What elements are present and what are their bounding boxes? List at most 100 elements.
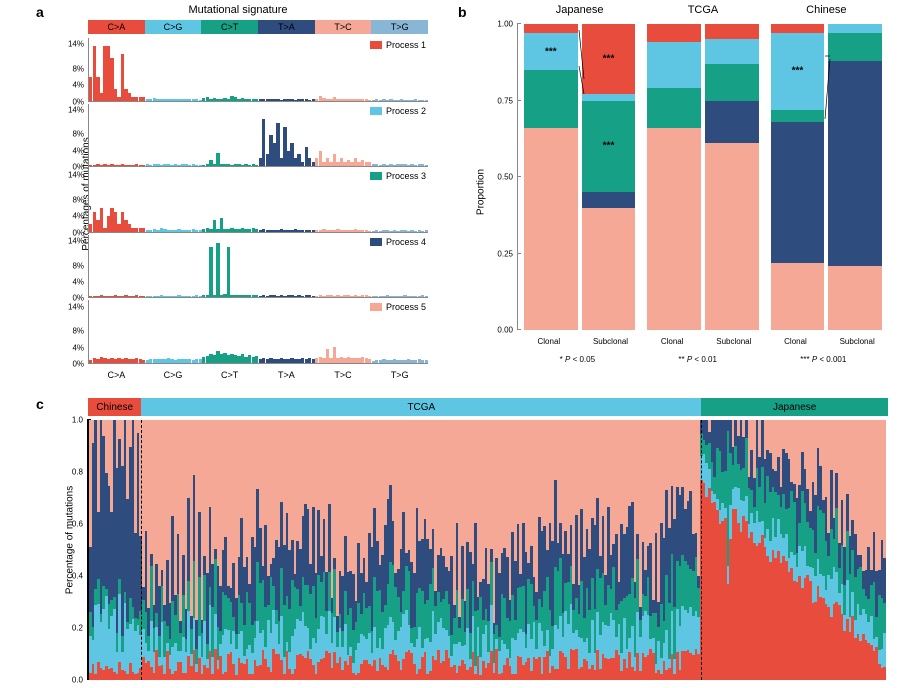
sig-type-C>G: C>G (145, 20, 202, 34)
stackbar-subclonal (828, 24, 882, 330)
stack-segment (828, 266, 882, 330)
stack-segment (524, 24, 578, 33)
sig-type-T>C: T>C (315, 20, 372, 34)
signature-header: C>AC>GC>TT>AT>CT>G (88, 20, 428, 34)
legend-label: Process 1 (386, 40, 426, 50)
cohort-group (641, 24, 764, 330)
ytick: 0.8 (72, 468, 83, 477)
stack-segment (828, 61, 882, 266)
panel-b-axis: 0.000.250.500.751.00 (500, 24, 518, 330)
sample-column (883, 420, 886, 680)
xtick-label: Clonal (765, 337, 827, 346)
stack-segment (771, 24, 825, 33)
panel-c-axis: 0.00.20.40.60.81.0 (70, 420, 88, 680)
cohort-header-japanese: Japanese (701, 398, 888, 416)
stack-segment: *** (582, 101, 636, 193)
xtick-label: Clonal (518, 337, 580, 346)
ytick: 14% (68, 302, 84, 311)
legend-label: Process 2 (386, 106, 426, 116)
ytick: 0.4 (72, 572, 83, 581)
panel-c-plot (88, 420, 888, 680)
stack-segment (705, 24, 759, 39)
ytick: 1.0 (72, 416, 83, 425)
ytick: 14% (68, 171, 84, 180)
sig-bar (425, 230, 428, 232)
stack-segment (524, 70, 578, 128)
process-legend: Process 3 (370, 171, 426, 181)
cohort-group: *** (765, 24, 888, 330)
sig-bar (425, 100, 428, 101)
ytick: 0% (72, 359, 84, 368)
cohort-title: Japanese (518, 4, 641, 20)
ytick: 14% (68, 236, 84, 245)
stack-segment (771, 110, 825, 122)
legend-label: Process 5 (386, 302, 426, 312)
stack-segment (582, 208, 636, 330)
ytick: 4% (72, 212, 84, 221)
stack-segment (705, 39, 759, 63)
sig-annotation: *** (603, 141, 615, 152)
cohort-header-chinese: Chinese (88, 398, 141, 416)
process-legend: Process 4 (370, 237, 426, 247)
stack-segment (771, 263, 825, 330)
stack-segment (647, 88, 701, 128)
sig-bar (425, 360, 428, 363)
footer-sig-label: T>A (258, 370, 315, 380)
footer-sig-label: T>G (371, 370, 428, 380)
stack-segment: *** (771, 33, 825, 110)
footer-sig-label: C>T (201, 370, 258, 380)
pval-label: *** P < 0.001 (800, 355, 846, 364)
ytick: 8% (72, 195, 84, 204)
ytick: 0.6 (72, 520, 83, 529)
section-divider (141, 420, 142, 680)
stack-segment (771, 122, 825, 263)
ytick: 8% (72, 327, 84, 336)
panel-a-label: a (36, 4, 44, 20)
section-divider (701, 420, 702, 680)
ytick: 14% (68, 105, 84, 114)
process-legend: Process 1 (370, 40, 426, 50)
sig-bar (425, 165, 428, 167)
legend-swatch (370, 41, 382, 49)
stackbar-subclonal: ****** (582, 24, 636, 330)
cohort-title: Chinese (765, 4, 888, 20)
cohort-title: TCGA (641, 4, 764, 20)
process-legend: Process 2 (370, 106, 426, 116)
panel-b-ylabel: Proportion (476, 169, 487, 215)
figure-root: { "colors": { "p1": "#e84c3d", "p2": "#5… (0, 0, 900, 688)
footer-sig-label: C>G (145, 370, 202, 380)
xtick-label: Subclonal (826, 337, 888, 346)
panel-c: ChineseTCGAJapanese Percentage of mutati… (48, 398, 888, 682)
stack-segment (705, 101, 759, 144)
sig-annotation: *** (792, 66, 804, 77)
sig-type-C>T: C>T (201, 20, 258, 34)
ytick: 14% (68, 40, 84, 49)
stack-segment (705, 143, 759, 330)
stack-segment (828, 24, 882, 33)
panel-b: JapaneseTCGAChinese Proportion 0.000.250… (470, 4, 888, 380)
process-row: 14%8%4%0%Process 3 (48, 167, 428, 233)
panel-a-title: Mutational signature (48, 4, 428, 16)
sig-type-T>G: T>G (371, 20, 428, 34)
stack-segment (705, 64, 759, 101)
footer-sig-label: C>A (88, 370, 145, 380)
panel-a: Mutational signature C>AC>GC>TT>AT>CT>G … (48, 4, 428, 380)
process-row: 14%8%4%0%Process 5 (48, 298, 428, 364)
panel-a-rows: 14%8%4%0%Process 114%8%4%0%Process 214%8… (48, 36, 428, 364)
sig-type-T>A: T>A (258, 20, 315, 34)
stackbar-subclonal (705, 24, 759, 330)
legend-label: Process 3 (386, 171, 426, 181)
ytick: 8% (72, 261, 84, 270)
ytick: 8% (72, 130, 84, 139)
process-row: 14%8%4%0%Process 1 (48, 36, 428, 102)
stackbar-clonal: *** (524, 24, 578, 330)
stack-segment (524, 128, 578, 330)
legend-swatch (370, 107, 382, 115)
pval-label: ** P < 0.01 (678, 355, 716, 364)
sig-bar (216, 243, 219, 298)
ytick: 0.2 (72, 624, 83, 633)
process-legend: Process 5 (370, 302, 426, 312)
stack-segment (647, 128, 701, 330)
ytick: 1.00 (497, 20, 513, 29)
sig-bar (227, 247, 230, 298)
